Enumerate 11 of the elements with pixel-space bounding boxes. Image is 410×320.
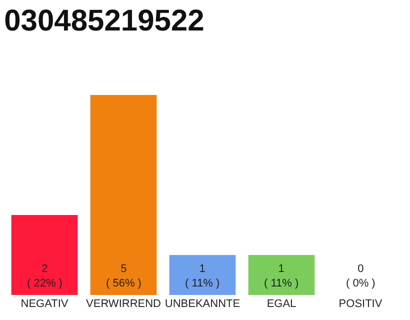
x-tick-label: VERWIRREND xyxy=(86,298,162,310)
x-tick-label: EGAL xyxy=(266,298,296,310)
data-label: 0 ( 0% ) xyxy=(346,263,376,290)
data-label: 5 ( 56% ) xyxy=(106,263,142,290)
x-tick-label: UNBEKANNTE xyxy=(164,298,240,310)
chart-title: 030485219522 xyxy=(4,4,204,38)
data-label: 1 ( 11% ) xyxy=(264,263,299,290)
x-tick-label: POSITIV xyxy=(338,298,383,310)
data-label: 1 ( 11% ) xyxy=(185,263,220,290)
data-label: 2 ( 22% ) xyxy=(27,263,62,290)
x-tick-label: NEGATIV xyxy=(20,298,69,310)
